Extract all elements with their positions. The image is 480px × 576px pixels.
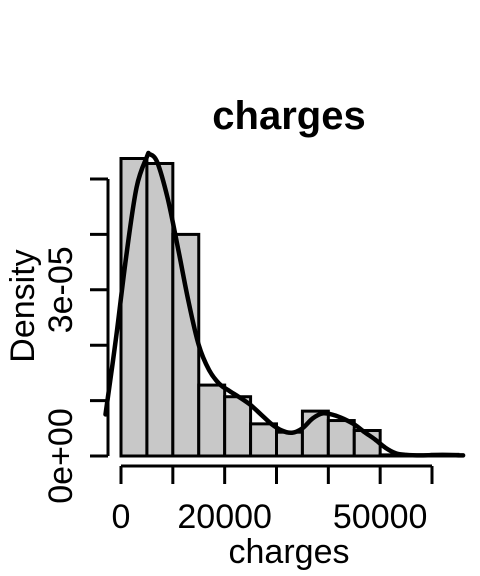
x-tick-label: 50000 bbox=[333, 498, 428, 536]
y-tick-label: 3e-05 bbox=[42, 246, 80, 333]
histogram-bar bbox=[223, 395, 253, 458]
histogram-bars bbox=[119, 157, 460, 458]
y-axis: 0e+00 3e-05 bbox=[42, 177, 110, 504]
histogram-bar bbox=[249, 422, 278, 458]
y-tick-label: 0e+00 bbox=[42, 408, 80, 504]
x-axis: 0 20000 50000 bbox=[112, 464, 434, 536]
density-curve bbox=[103, 150, 466, 458]
histogram-bar bbox=[171, 232, 201, 458]
histogram-bar bbox=[326, 419, 356, 458]
x-tick-label: 0 bbox=[112, 498, 131, 536]
y-axis-label: Density bbox=[4, 249, 42, 362]
chart-title: charges bbox=[212, 94, 365, 138]
x-axis-label: charges bbox=[229, 533, 350, 571]
x-tick-label: 20000 bbox=[177, 498, 272, 536]
histogram-bar bbox=[275, 430, 304, 458]
histogram-bar bbox=[197, 383, 227, 458]
